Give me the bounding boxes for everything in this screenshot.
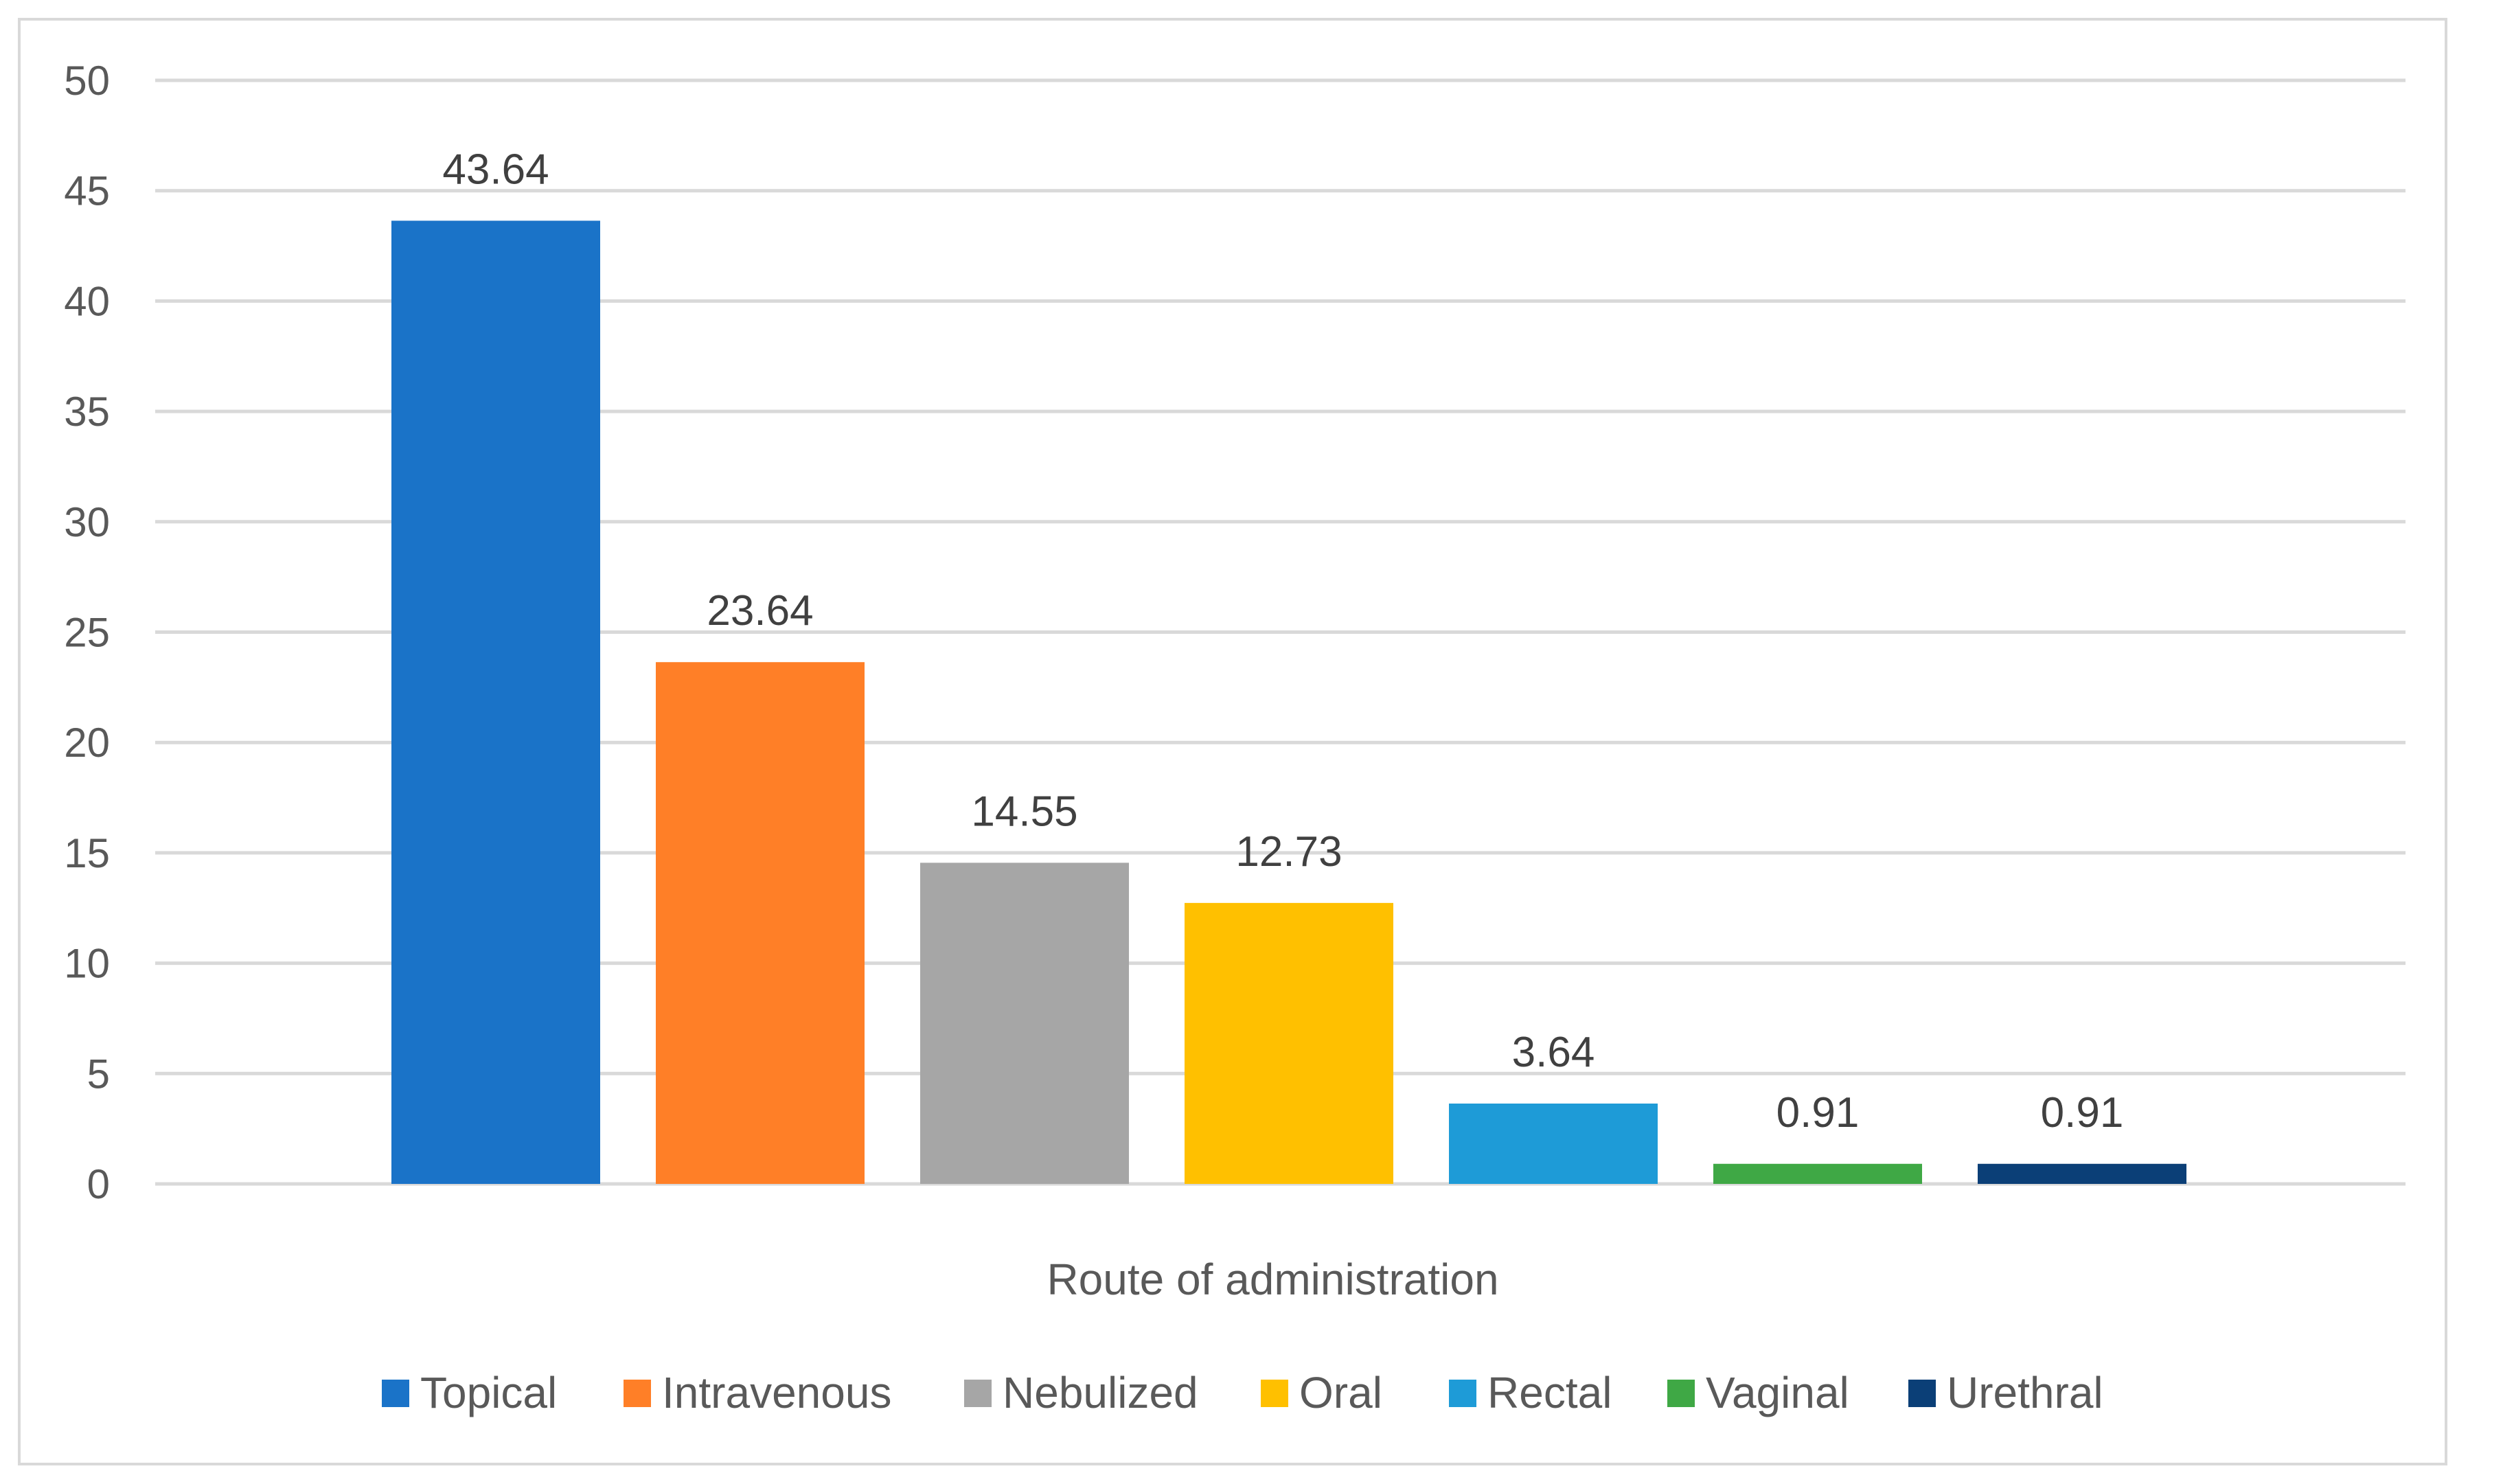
y-tick-label: 25 (64, 610, 110, 656)
y-tick-label: 10 (64, 941, 110, 987)
bar-oral (1185, 902, 1393, 1184)
y-axis-ticks: 0 5 10 15 20 25 30 35 40 45 50 (64, 58, 110, 1207)
chart-frame: 0 5 10 15 20 25 30 35 40 45 50 43.64 23.64 14.55 12.7… (18, 18, 2447, 1465)
y-tick-label: 45 (64, 168, 110, 214)
x-axis-title: Route of administration (1047, 1255, 1498, 1304)
legend-swatch-topical (382, 1380, 409, 1407)
y-tick-label: 30 (64, 499, 110, 545)
legend-label-topical: Topical (420, 1368, 557, 1417)
y-tick-label: 0 (87, 1161, 110, 1207)
bar-urethral (1978, 1163, 2186, 1184)
legend: Topical Intravenous Nebulized Oral Rectal Vag… (382, 1368, 2103, 1417)
data-label-rectal: 3.64 (1512, 1029, 1595, 1076)
legend-swatch-oral (1261, 1380, 1288, 1407)
data-label-oral: 12.73 (1235, 828, 1342, 876)
bar-vaginal (1713, 1163, 1922, 1184)
y-tick-label: 5 (87, 1051, 110, 1097)
y-tick-label: 35 (64, 389, 110, 435)
y-tick-label: 15 (64, 830, 110, 876)
legend-swatch-intravenous (624, 1380, 651, 1407)
legend-swatch-vaginal (1667, 1380, 1695, 1407)
bars (391, 220, 2186, 1184)
legend-swatch-nebulized (964, 1380, 992, 1407)
data-label-intravenous: 23.64 (707, 587, 813, 635)
y-tick-label: 20 (64, 720, 110, 766)
legend-label-vaginal: Vaginal (1706, 1368, 1849, 1417)
legend-label-rectal: Rectal (1487, 1368, 1612, 1417)
bar-rectal (1449, 1104, 1658, 1184)
bar-nebulized (920, 863, 1129, 1184)
legend-label-nebulized: Nebulized (1003, 1368, 1198, 1417)
legend-label-urethral: Urethral (1947, 1368, 2103, 1417)
y-tick-label: 50 (64, 58, 110, 104)
data-label-nebulized: 14.55 (971, 788, 1077, 835)
data-label-urethral: 0.91 (2041, 1089, 2124, 1137)
y-tick-label: 40 (64, 278, 110, 324)
data-label-topical: 43.64 (442, 146, 549, 193)
legend-swatch-rectal (1449, 1380, 1476, 1407)
legend-swatch-urethral (1908, 1380, 1936, 1407)
legend-label-oral: Oral (1299, 1368, 1382, 1417)
bar-topical (391, 220, 600, 1184)
data-labels: 43.64 23.64 14.55 12.73 3.64 0.91 0.91 (442, 146, 2123, 1136)
bar-chart: 0 5 10 15 20 25 30 35 40 45 50 43.64 23.64 14.55 12.7… (64, 58, 2406, 1417)
bar-intravenous (656, 662, 865, 1184)
legend-label-intravenous: Intravenous (662, 1368, 891, 1417)
data-label-vaginal: 0.91 (1776, 1089, 1860, 1137)
